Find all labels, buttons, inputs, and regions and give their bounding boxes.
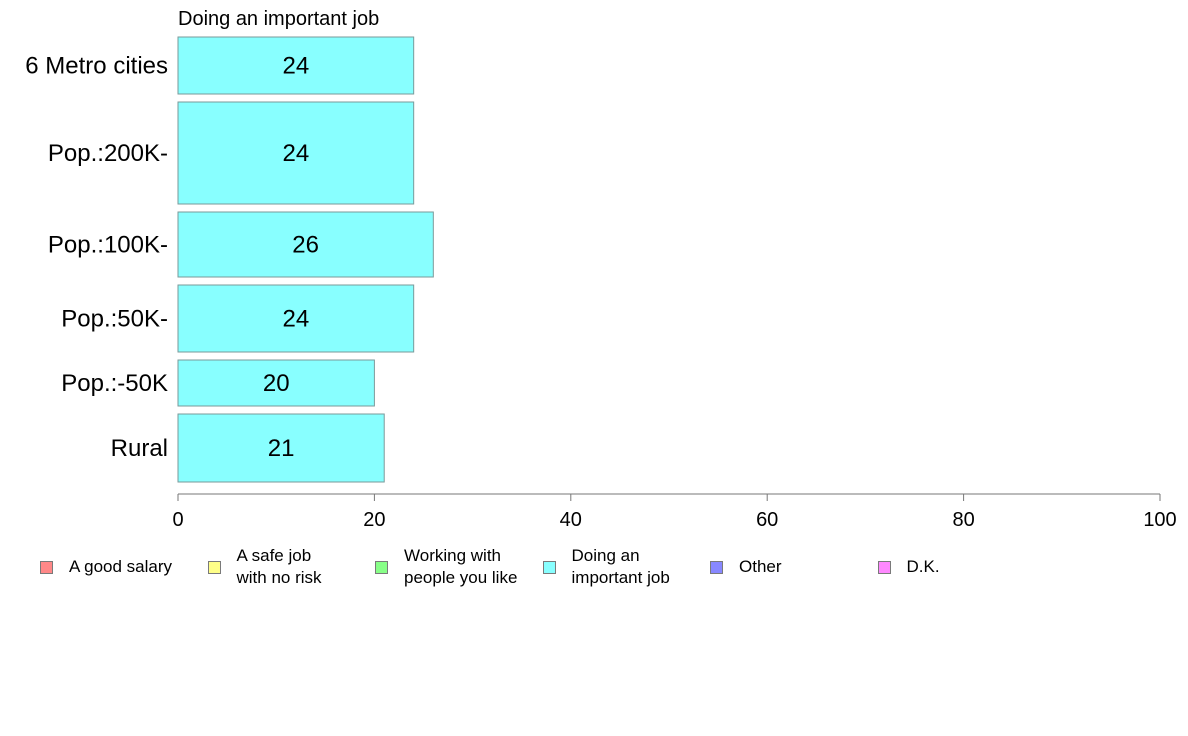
- category-label: Pop.:100K-: [48, 232, 168, 259]
- bar: [177, 284, 415, 353]
- legend-label: Other: [739, 557, 782, 576]
- bar: [177, 359, 375, 407]
- category-label: Pop.:200K-: [48, 140, 168, 167]
- bar: [177, 36, 415, 95]
- legend-label: A good salary: [69, 557, 173, 576]
- bar-chart: Doing an important job 246 Metro cities2…: [25, 8, 1177, 531]
- legend-swatch: [207, 560, 221, 574]
- legend-label: Doing an important job: [571, 546, 670, 587]
- bar-value-label: 24: [282, 53, 309, 80]
- x-tick-label: 0: [172, 509, 183, 531]
- legend-swatch: [542, 560, 556, 574]
- bar-value-label: 21: [268, 435, 295, 462]
- bar: [177, 101, 415, 205]
- x-tick-label: 60: [756, 509, 778, 531]
- bar: [177, 413, 385, 483]
- chart-title: Doing an important job: [178, 8, 379, 30]
- legend: A good salary A safe job with no risk Work…: [40, 544, 1140, 590]
- legend-label: A safe job with no risk: [236, 546, 322, 587]
- legend-item: A good salary: [40, 544, 172, 590]
- x-tick-label: 40: [560, 509, 582, 531]
- legend-label: D.K.: [906, 557, 940, 576]
- category-label: Pop.:-50K: [61, 370, 168, 397]
- x-tick-label: 80: [952, 509, 974, 531]
- bar-value-label: 26: [292, 232, 319, 259]
- legend-label: Working with people you like: [404, 546, 518, 587]
- bar: [177, 211, 434, 278]
- x-axis: 0 20 40 60 80 100: [172, 493, 1177, 531]
- x-tick-label: 20: [363, 509, 385, 531]
- legend-item: Working with people you like: [375, 544, 517, 590]
- category-label: Rural: [111, 435, 168, 462]
- category-label: Pop.:50K-: [61, 306, 168, 333]
- bar-value-label: 24: [282, 140, 309, 167]
- legend-swatch: [877, 560, 891, 574]
- legend-swatch: [40, 560, 53, 574]
- legend-swatch: [710, 560, 723, 574]
- legend-item: Other: [710, 544, 782, 590]
- bar-value-label: 24: [282, 306, 309, 333]
- bar-value-label: 20: [263, 370, 290, 397]
- category-label: 6 Metro cities: [25, 53, 168, 80]
- legend-item: D.K.: [877, 544, 940, 590]
- x-tick-label: 100: [1143, 509, 1176, 531]
- legend-item: Doing an important job: [542, 544, 670, 590]
- bars-layer: 24 6 Metro cities 24 Pop.:200K- 26 Pop.:100K-…: [25, 36, 434, 483]
- legend-item: A safe job with no risk: [207, 544, 322, 590]
- legend-swatch: [375, 560, 388, 574]
